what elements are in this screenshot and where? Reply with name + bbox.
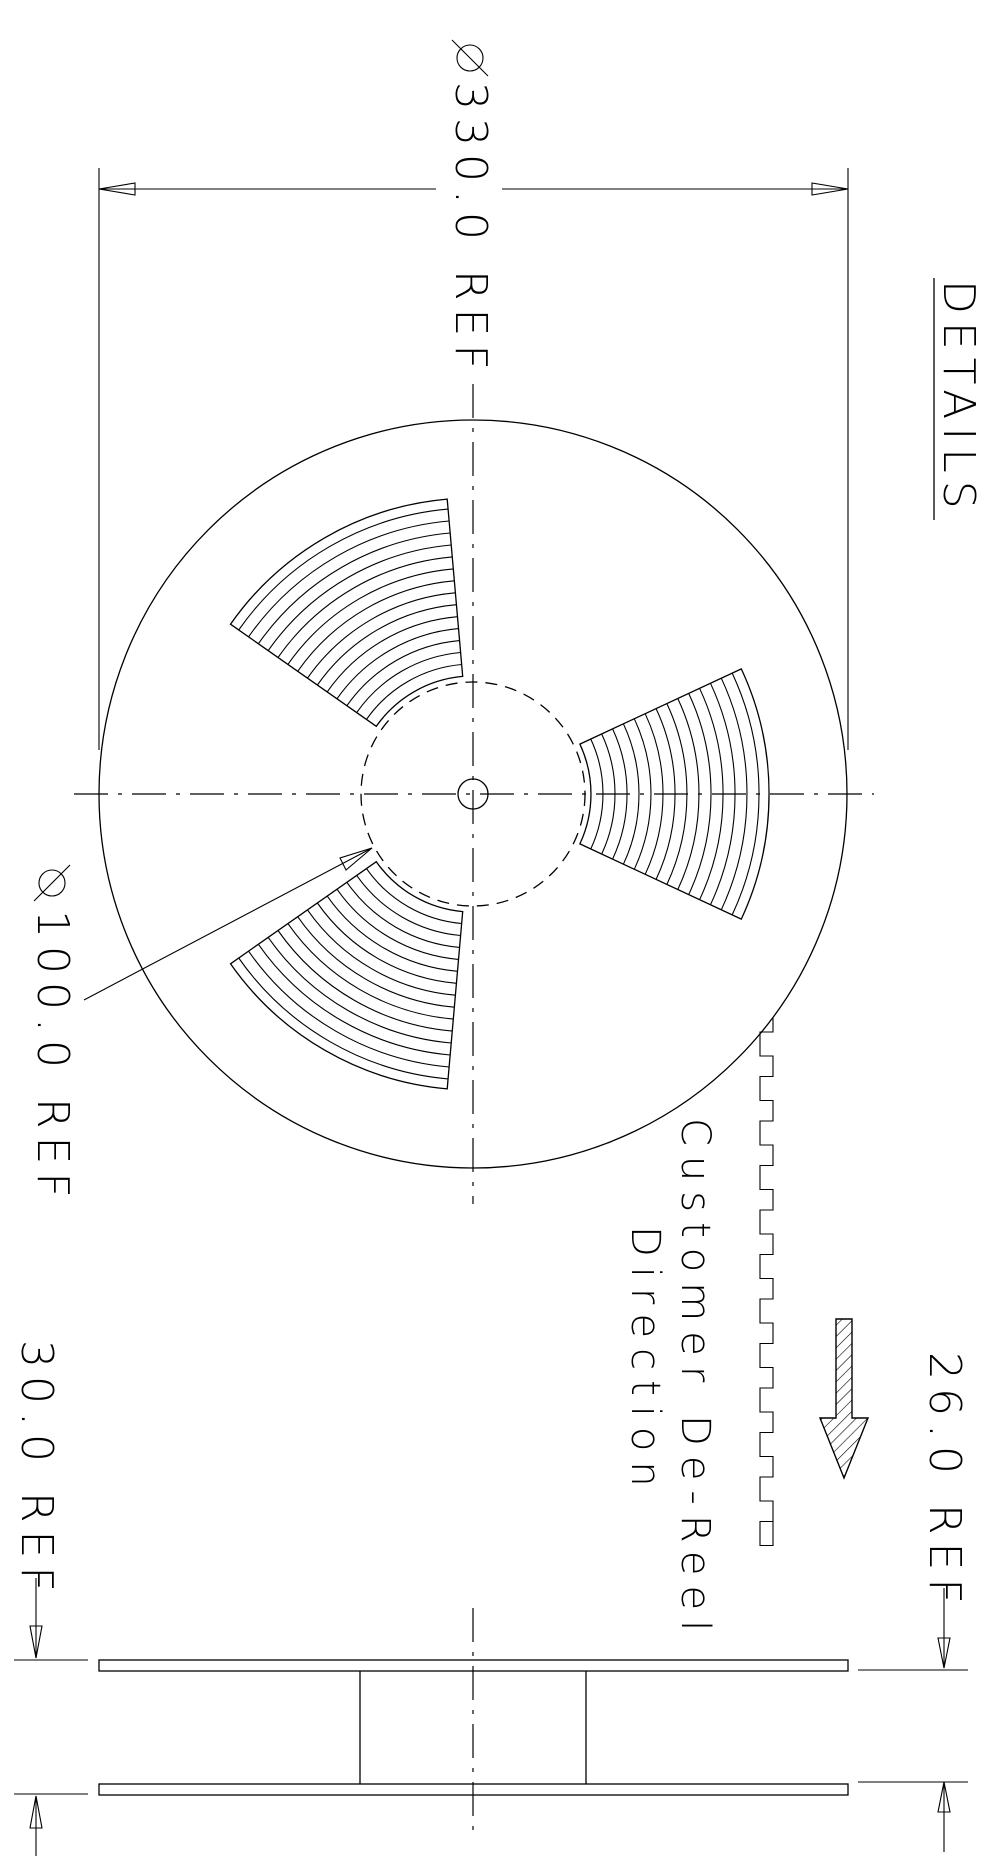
window-hatch-arc [710,683,736,905]
window-hatch-arc [316,902,457,984]
de-reel-direction-text: Customer De-Reel Direction [622,1118,718,1641]
overall-width-label: 30.0 REF [11,1340,62,1600]
window-hatch-arc [277,556,453,658]
diameter-symbol-icon [33,864,71,902]
window-hatch-arc [287,568,454,665]
width-arrow-bottom [29,1795,43,1829]
reel-side-view [98,1608,849,1840]
window-hatch-arc [644,713,664,875]
direction-line-2: Direction [622,1226,668,1497]
window-hatch-arc [731,672,760,916]
window-hatch-arc [297,580,455,672]
tape-width-dimension: 26.0 REF [858,1352,970,1852]
hub-diameter-label: 100.0 REF [27,910,78,1206]
window-hatch-arc [346,881,460,948]
reel-front-view [74,384,874,1204]
details-title: DETAILS [933,278,984,520]
hub-leader-line [83,847,373,1001]
window-hatch-arc [248,520,450,638]
window-hatch-arc [316,604,457,686]
arrow-left [98,182,136,196]
hub-leader-arrow [339,847,373,871]
window-hatch-arc [326,895,458,972]
window-hatch-arc [346,640,460,707]
window-hatch-arc [277,930,453,1032]
window-hatch-arc [356,875,461,937]
window-hatch-arc [612,728,628,860]
window-upper-left [229,498,464,728]
window-hatch-arc [257,943,451,1056]
window-lower-left [229,860,464,1090]
window-hatch-arc [238,957,449,1080]
window-hatch-arc [655,708,676,880]
window-hatch-arc [307,592,456,679]
carrier-tape [759,1018,774,1547]
window-hatch-arc [267,544,452,651]
width-arrow-top [29,1625,43,1659]
reel-diameter-label: 330.0 REF [445,82,496,378]
window-right [579,668,770,920]
tape-arrow-top [937,1637,951,1669]
window-hatch-arc [356,651,461,713]
window-right-outline [579,668,770,920]
window-hatch-arc [677,698,700,890]
window-hatch-arc [326,616,458,693]
window-hatch-arc [238,508,449,631]
direction-line-1: Customer De-Reel [672,1118,718,1641]
window-hatch-arc [699,688,724,900]
window-hatch-arc [666,703,688,885]
arrow-right [811,182,849,196]
window-hatch-arc [248,950,450,1068]
window-hatch-arc [601,733,616,855]
window-hatch-arc [688,693,712,895]
window-hatch-arc [590,738,604,850]
tape-pocket-profile [759,1018,774,1547]
window-hatch-arc [366,663,462,720]
window-hatch-arc [257,532,451,645]
title-text: DETAILS [933,280,984,517]
window-hatch-arc [633,718,652,870]
window-hatch-arc [336,628,459,700]
window-hatch-arc [267,937,452,1044]
window-hatch-arc [336,888,459,960]
down-arrow-icon [818,1318,870,1480]
window-hatch-arc [366,868,462,925]
tape-arrow-bottom [937,1781,951,1813]
window-upper-left-outline [229,498,464,728]
window-hatch-arc [622,723,640,865]
overall-width-dimension: 30.0 REF [11,1340,88,1856]
reel-diameter-dimension: 330.0 REF [98,39,849,750]
de-reel-arrow [818,1318,870,1480]
window-hatch-arc [307,909,456,996]
tape-width-label: 26.0 REF [919,1352,970,1612]
hub-diameter-dimension: 100.0 REF [27,847,373,1206]
reel-windows [229,498,770,1090]
window-hatch-arc [297,916,455,1008]
window-hatch-arc [720,677,748,911]
window-lower-left-outline [229,860,464,1090]
window-hatch-arc [287,923,454,1020]
diameter-symbol-icon [451,39,489,77]
